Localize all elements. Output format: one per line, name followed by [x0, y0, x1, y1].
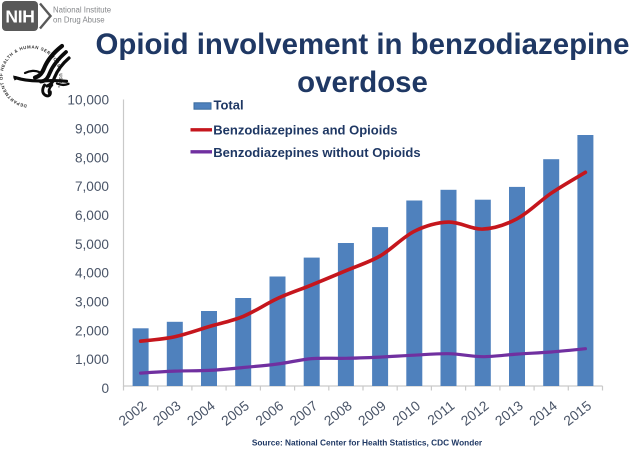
- svg-text:2009: 2009: [356, 398, 390, 429]
- svg-text:2010: 2010: [390, 398, 424, 429]
- svg-text:2002: 2002: [116, 398, 149, 429]
- svg-text:National Institute: National Institute: [53, 6, 111, 15]
- svg-text:Benzodiazepines and Opioids: Benzodiazepines and Opioids: [213, 122, 397, 137]
- svg-text:9,000: 9,000: [75, 121, 109, 136]
- svg-text:Total: Total: [214, 97, 244, 112]
- svg-text:2004: 2004: [184, 398, 218, 429]
- svg-text:on Drug Abuse: on Drug Abuse: [53, 16, 105, 25]
- svg-text:2005: 2005: [219, 398, 253, 429]
- svg-text:2007: 2007: [287, 398, 320, 429]
- svg-text:0: 0: [101, 381, 109, 396]
- svg-text:2006: 2006: [253, 398, 287, 429]
- svg-text:8,000: 8,000: [75, 150, 109, 165]
- svg-text:10,000: 10,000: [67, 93, 109, 108]
- svg-text:Source: National Center for He: Source: National Center for Health Stati…: [252, 438, 483, 448]
- svg-text:2015: 2015: [561, 398, 595, 429]
- svg-text:Benzodiazepines without Opioid: Benzodiazepines without Opioids: [213, 145, 420, 160]
- svg-text:2,000: 2,000: [75, 323, 109, 338]
- svg-text:3,000: 3,000: [75, 295, 109, 310]
- svg-text:2012: 2012: [458, 398, 491, 429]
- svg-text:6,000: 6,000: [75, 208, 109, 223]
- svg-text:2011: 2011: [425, 398, 458, 428]
- svg-text:2008: 2008: [321, 398, 355, 429]
- svg-text:2013: 2013: [492, 398, 526, 429]
- svg-text:7,000: 7,000: [75, 179, 109, 194]
- svg-text:NIH: NIH: [5, 7, 34, 27]
- svg-text:1,000: 1,000: [75, 352, 109, 367]
- svg-text:5,000: 5,000: [75, 237, 109, 252]
- svg-text:2014: 2014: [527, 398, 561, 429]
- svg-text:4,000: 4,000: [75, 266, 109, 281]
- svg-text:2003: 2003: [150, 398, 184, 429]
